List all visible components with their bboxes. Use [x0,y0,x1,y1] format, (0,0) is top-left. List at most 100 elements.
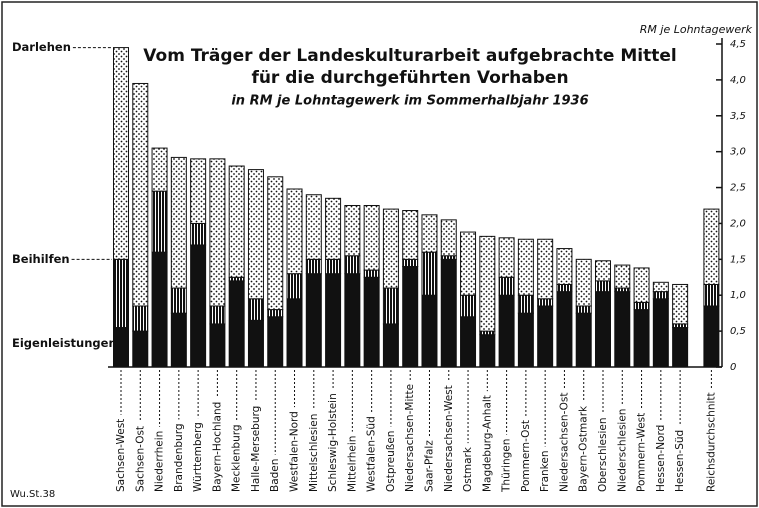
bar-segment [479,334,496,368]
x-tick-label: Sachsen-West [115,419,127,492]
bar-segment [703,208,720,285]
bar-segment [402,210,419,260]
bar-segment [363,205,380,271]
bar-segment [267,309,284,318]
bar-segment [247,319,264,368]
bar-segment [209,323,226,368]
bar-segment [614,287,631,293]
x-tick-label: Thüringen [501,439,513,493]
bar-segment [325,258,342,275]
chart-subtitle: in RM je Lohntagewerk im Sommerhalbjahr … [231,94,588,109]
bar-segment [575,258,592,307]
bar-segment [228,276,245,282]
y-tick-label: 2,5 [730,183,746,194]
y-tick-label: 0,5 [730,326,746,337]
bar-segment [228,165,245,278]
bar-segment [132,82,149,307]
bar-segment [460,294,477,318]
bar-segment [703,283,720,307]
x-tick-label: Brandenburg [173,423,185,492]
bar-segment [652,291,669,300]
bar-segment [247,169,264,300]
bar-segment [286,273,303,300]
bar-segment [652,298,669,368]
bar-segment [479,330,496,336]
x-tick-label: Franken [539,450,551,492]
y-axis-label: RM je Lohntagewerk [640,23,753,36]
x-tick-label: Niedersachsen-Mitte [404,384,416,492]
bar-segment [479,235,496,332]
bar-segment [151,147,168,192]
bar-segment [440,255,457,260]
bar-segment [209,158,226,307]
y-tick-label: 1,5 [730,254,746,265]
bar-segment [498,294,515,368]
y-tick-label: 3,5 [730,111,746,122]
bar-segment [170,156,187,289]
x-tick-label: Bayern-Ostmark [578,405,590,492]
bar-segment [672,323,689,329]
y-tick-label: 4,0 [730,75,746,86]
legend-label: Darlehen [12,40,71,54]
x-tick-label: Niederschlesien [616,409,628,492]
y-tick-label: 4,5 [730,39,746,50]
bar-segment [440,219,457,257]
bar-segment [633,301,650,311]
x-tick-label: Mittelrhein [346,436,358,492]
bar-segment [672,283,689,325]
x-tick-label: Pommern-Ost [520,420,532,492]
x-tick-label: Ostpreußen [385,431,397,492]
bar-segment [228,280,245,368]
x-tick-label: Westfalen-Süd [366,416,378,492]
bar-segment [517,312,534,368]
chart-title: Vom Träger der Landeskulturarbeit aufgeb… [143,46,676,66]
bar-segment [575,312,592,368]
bar-segment [498,276,515,296]
bar-segment [267,316,284,368]
bar-segment [247,298,264,321]
legend-label: Beihilfen [12,252,70,266]
bar-segment [113,47,129,260]
y-tick-label: 2,0 [730,218,746,229]
bar-segment [537,238,554,300]
bar-segment [190,244,207,368]
bar-segment [517,238,534,296]
x-tick-label: Baden [269,459,281,492]
x-tick-label: Württemberg [192,422,204,492]
bar-segment [556,291,573,368]
x-tick-label: Mecklenburg [231,424,243,492]
x-tick-label: Niedersachsen-West [443,385,455,492]
bar-segment [703,305,720,368]
x-tick-label: Reichsdurchschnitt [705,392,717,492]
bar-segment [209,305,226,325]
bar-segment [537,305,554,368]
y-tick-label: 1,0 [730,290,746,301]
x-tick-label: Pommern-West [636,413,648,492]
x-tick-label: Mittelschlesien [308,414,320,492]
bar-segment [440,258,457,368]
bar-segment [575,305,592,314]
bar-segment [190,222,207,246]
x-tick-label: Magdeburg-Anhalt [481,395,493,492]
legend-label: Eigenleistungen [12,336,117,350]
x-tick-label: Oberschlesien [597,418,609,492]
bar-segment [305,194,322,260]
bar-segment [614,291,631,368]
bar-segment [344,255,361,275]
bar-segment [132,330,149,368]
bar-segment [382,208,399,289]
bar-segment [595,291,611,368]
x-tick-label: Sachsen-Ost [134,426,146,492]
bar-segment [325,273,342,368]
bar-segment [421,214,438,253]
bar-segment [556,283,573,293]
x-tick-label: Saar-Pfalz [423,440,435,492]
x-tick-label: Bayern-Hochland [211,402,223,492]
bar-segment [595,280,611,293]
bar-segment [113,258,129,329]
bar-segment [305,273,322,368]
bar-segment [633,267,650,303]
bar-segment [344,273,361,368]
bar-segment [363,269,380,278]
